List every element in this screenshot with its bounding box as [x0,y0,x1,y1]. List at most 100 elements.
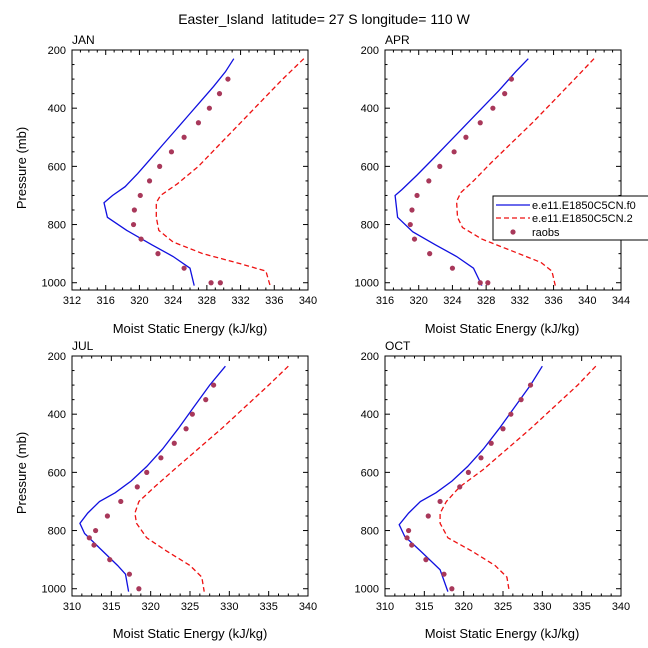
panel-title-jan: JAN [72,33,95,47]
raobs-point-apr [427,251,433,257]
x-tick-label-jul: 335 [259,601,277,613]
x-tick-label-apr: 336 [544,295,562,307]
raobs-point-jul [203,397,209,403]
x-tick-label-apr: 328 [477,295,495,307]
x-axis-label-jul: Moist Static Energy (kJ/kg) [113,626,268,641]
raobs-point-jan [137,192,143,199]
plot-area-oct: 310 315 320 325 330 335 340 200 400 600 800 1000 [355,351,631,613]
y-tick-label-oct: 800 [361,526,379,538]
x-tick-label-oct: 325 [494,601,512,613]
y-tick-label-oct: 1000 [355,584,379,596]
x-tick-label-apr: 344 [612,295,630,307]
raobs-point-apr [437,163,443,169]
x-tick-label-apr: 332 [511,295,529,307]
raobs-point-jan [206,105,212,111]
y-tick-label-jan: 800 [48,220,66,232]
raobs-point-jul [158,455,164,461]
model-b-line-jan [155,58,305,286]
x-tick-label-jul: 310 [63,601,81,613]
x-tick-label-apr: 340 [578,295,596,307]
raobs-point-oct [508,411,514,417]
plot-area-jan: 312 316 320 324 328 332 336 340 200 400 600 800 1000 [42,45,318,307]
model-b-line-jul [134,365,289,592]
raobs-point-apr [508,76,515,82]
x-tick-label-jan: 336 [265,295,283,307]
raobs-point-jan [168,149,175,155]
raobs-point-apr [502,91,508,97]
raobs-point-apr [490,105,496,111]
legend-label-model-a: e.e11.E1850C5CN.f0 [532,200,636,212]
panel-oct: 310 315 320 325 330 335 340 200 400 600 800 1000 OC… [355,339,631,641]
raobs-point-jan [217,280,223,286]
y-tick-label-jan: 200 [48,45,66,57]
plot-frame-oct [384,355,622,597]
raobs-point-jan [195,120,202,126]
raobs-point-jan [157,163,163,169]
y-tick-label-apr: 200 [361,45,379,57]
raobs-point-jul [104,513,110,519]
y-tick-label-jul: 1000 [42,584,66,596]
raobs-point-jan [181,265,187,271]
y-tick-label-jan: 400 [48,103,66,115]
legend-label-raobs: raobs [532,227,560,239]
raobs-point-apr [477,280,483,286]
plot-frame-jan [71,49,309,291]
x-tick-label-jul: 315 [102,601,120,613]
y-axis-label-jan: Pressure (mb) [14,127,29,209]
x-tick-label-apr: 324 [443,295,461,307]
raobs-point-jul [118,498,124,505]
x-tick-label-apr: 320 [410,295,428,307]
x-axis-label-oct: Moist Static Energy (kJ/kg) [425,626,580,641]
raobs-point-oct [441,571,447,577]
legend-box [492,195,648,241]
raobs-point-oct [518,397,524,403]
x-tick-label-jan: 320 [130,295,148,307]
raobs-point-jan [146,178,153,184]
raobs-point-apr [414,192,420,199]
model-a-line-jul [79,365,226,592]
x-tick-label-jan: 328 [198,295,216,307]
x-tick-label-jan: 332 [231,295,249,307]
legend-label-model-b: e.e11.E1850C5CN.2 [532,213,633,225]
raobs-point-jan [155,251,161,257]
panel-jul: 310 315 320 325 330 335 340 200 400 600 800 1000 JU… [14,339,317,641]
x-tick-label-jul: 340 [299,601,317,613]
raobs-point-jul [126,571,133,577]
x-tick-label-jan: 312 [63,295,81,307]
y-tick-label-jan: 600 [48,161,66,173]
raobs-point-jul [107,557,113,563]
y-tick-label-oct: 200 [361,351,379,363]
raobs-point-apr [409,207,415,213]
raobs-point-jan [216,91,223,97]
y-tick-label-apr: 1000 [355,278,379,290]
x-tick-label-oct: 330 [533,601,551,613]
panel-title-apr: APR [385,33,410,47]
x-axis-label-apr: Moist Static Energy (kJ/kg) [425,321,580,336]
x-tick-label-jan: 340 [299,295,317,307]
raobs-point-oct [457,484,463,490]
raobs-point-oct [527,382,534,388]
x-axis-label-jan: Moist Static Energy (kJ/kg) [113,321,268,336]
raobs-point-oct [488,440,494,446]
y-tick-label-oct: 600 [361,467,379,479]
legend: e.e11.E1850C5CN.f0 e.e11.E1850C5CN.2 rao… [492,195,648,241]
raobs-point-oct [404,535,410,541]
panel-jan: 312 316 320 324 328 332 336 340 200 400 600 800 1000… [14,33,317,336]
y-tick-label-jul: 400 [48,409,66,421]
raobs-point-oct [409,542,415,548]
panel-apr: 316 320 324 328 332 336 340 344 200 400 600 800 1000… [355,33,631,336]
raobs-point-jan [208,280,214,286]
raobs-point-oct [406,527,412,534]
model-a-line-jan [103,58,235,286]
raobs-point-apr [451,149,457,155]
raobs-point-apr [426,178,432,184]
raobs-point-jul [134,484,140,490]
raobs-point-jul [93,527,99,534]
raobs-point-jan [131,207,137,213]
model-b-line-oct [439,365,597,592]
raobs-point-oct [423,557,429,563]
raobs-point-jul [171,440,177,446]
x-tick-label-oct: 335 [572,601,590,613]
raobs-point-jul [86,535,92,541]
raobs-point-oct [425,513,431,519]
